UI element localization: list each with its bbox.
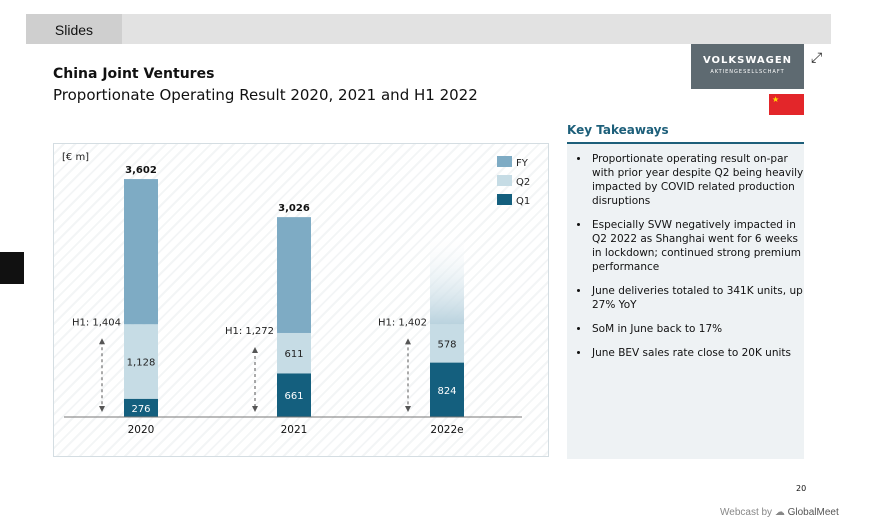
x-tick-label: 2021 [281,424,308,436]
bar-q1-label: 276 [131,404,150,415]
arrow-up-icon [99,338,105,345]
slide: China Joint Ventures Proportionate Opera… [26,44,831,514]
side-marker [0,252,24,284]
takeaway-item: Proportionate operating result on-par wi… [590,152,804,208]
unit-label: [€ m] [62,152,89,163]
arrow-up-icon [405,338,411,345]
arrow-up-icon [252,346,258,353]
bar-q2-label: 611 [284,349,303,360]
slide-subtitle: Proportionate Operating Result 2020, 202… [53,86,478,104]
bar-q1 [277,373,311,417]
legend-swatch [497,194,512,205]
bar-q2-label: 1,128 [127,358,156,369]
chart-panel: [€ m] 276 1,128 3,602 H1: 1,404 2020 661 611 3,0… [53,143,549,457]
takeaway-item: June deliveries totaled to 341K units, u… [590,284,804,312]
bar-q1-label: 824 [437,386,456,397]
top-bar: Slides [26,14,831,44]
globalmeet-icon: ☁ [774,507,785,518]
webcast-brand: GlobalMeet [787,507,839,518]
bar-q1 [124,398,158,417]
legend-label: Q2 [516,177,530,188]
key-takeaways-title: Key Takeaways [567,123,669,137]
expand-icon[interactable]: ⤢ [811,50,823,66]
bar-fy-projection [430,238,464,325]
arrow-down-icon [405,406,411,412]
bar-q2 [124,324,158,399]
china-flag-icon: ★ [769,94,804,115]
bar-q1-label: 661 [284,391,303,402]
logo-line2: AKTIENGESELLSCHAFT [710,69,785,75]
logo-line1: VOLKSWAGEN [702,55,793,66]
x-tick-label: 2020 [128,424,155,436]
legend-swatch [497,156,512,167]
key-takeaways-list: Proportionate operating result on-par wi… [567,152,804,360]
vw-logo: VOLKSWAGEN AKTIENGESELLSCHAFT [691,44,804,89]
slide-title: China Joint Ventures [53,66,215,82]
bar-q2 [430,324,464,363]
bar-q2-label: 578 [437,339,456,350]
webcast-credit: Webcast by ☁ GlobalMeet [720,507,839,518]
bar-total-label: 3,602 [125,165,157,176]
h1-label: H1: 1,404 [72,317,121,328]
bar-fy [124,179,158,325]
takeaway-item: SoM in June back to 17% [590,322,804,336]
bar-total-label: 3,026 [278,203,310,214]
takeaway-item: June BEV sales rate close to 20K units [590,346,804,360]
legend-label: Q1 [516,196,530,207]
bar-q1 [430,362,464,417]
webcast-prefix: Webcast by [720,507,773,518]
takeaway-item: Especially SVW negatively impacted in Q2… [590,218,804,274]
arrow-down-icon [252,406,258,412]
bar-q2 [277,332,311,374]
key-takeaways-box: Proportionate operating result on-par wi… [567,142,804,459]
legend-label: FY [516,158,529,169]
legend-swatch [497,175,512,186]
bar-chart: [€ m] 276 1,128 3,602 H1: 1,404 2020 661 611 3,0… [62,152,530,436]
bar-fy [277,217,311,333]
h1-label: H1: 1,402 [378,317,427,328]
tab-slides[interactable]: Slides [26,14,122,44]
arrow-down-icon [99,406,105,412]
page-number: 20 [796,484,807,493]
h1-label: H1: 1,272 [225,326,274,337]
x-tick-label: 2022e [430,424,463,436]
